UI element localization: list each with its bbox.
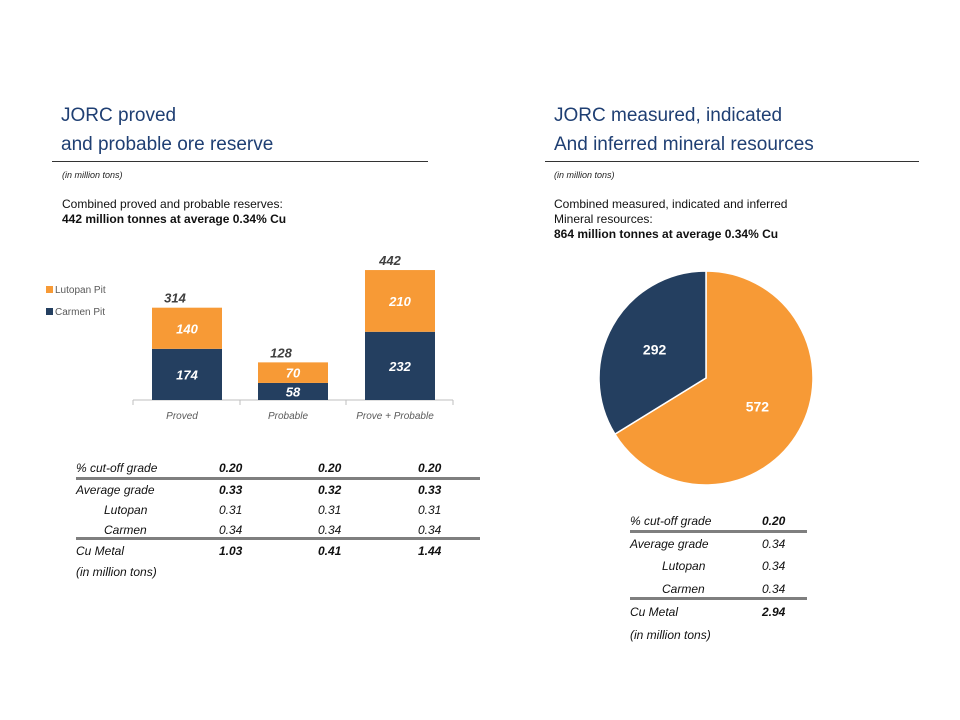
row-label: % cut-off grade xyxy=(76,461,158,475)
table-row: Cu Metal 2.94 xyxy=(630,602,820,622)
pie-slice-0 xyxy=(613,270,814,486)
data-label-carmen-1: 58 xyxy=(286,384,301,399)
data-label-carmen-2: 232 xyxy=(388,359,411,374)
right-unit-note: (in million tons) xyxy=(554,170,615,180)
legend-swatch-carmen xyxy=(46,308,53,315)
total-label-2: 442 xyxy=(378,253,401,268)
data-label-carmen-0: 174 xyxy=(176,367,198,382)
category-label-0: Proved xyxy=(166,411,198,422)
table-row: % cut-off grade 0.20 xyxy=(630,511,820,531)
table-row: % cut-off grade 0.20 0.20 0.20 xyxy=(76,458,486,478)
row-label: Carmen xyxy=(104,523,147,537)
table-row: Carmen 0.34 xyxy=(630,579,820,599)
right-title-rule xyxy=(545,161,919,162)
bar-lutopan-1 xyxy=(258,362,328,383)
table-separator xyxy=(630,530,807,533)
right-title-line1: JORC measured, indicated xyxy=(554,105,783,126)
row-value: 0.32 xyxy=(318,483,342,497)
right-grade-table: % cut-off grade 0.20 Average grade 0.34 Luto… xyxy=(630,511,820,651)
right-title-line2: And inferred mineral resources xyxy=(554,134,814,155)
row-value: 0.34 xyxy=(418,523,442,537)
pie-slice-1 xyxy=(598,270,707,436)
row-label: Cu Metal xyxy=(630,605,679,619)
row-value: 0.20 xyxy=(219,461,243,475)
left-title-line2: and probable ore reserve xyxy=(61,134,274,155)
left-title-rule xyxy=(52,161,428,162)
left-title: JORC proved and probable ore reserve xyxy=(61,101,273,159)
row-value: 0.31 xyxy=(418,503,442,517)
total-label-0: 314 xyxy=(164,291,186,306)
data-label-lutopan-0: 140 xyxy=(176,321,198,336)
left-description: Combined proved and probable reserves: 4… xyxy=(62,197,286,227)
table-separator xyxy=(76,477,480,480)
legend-label-carmen: Carmen Pit xyxy=(55,307,105,318)
bar-carmen-2 xyxy=(365,331,435,400)
row-label: % cut-off grade xyxy=(630,514,712,528)
row-value: 0.34 xyxy=(762,582,786,596)
left-title-line1: JORC proved xyxy=(61,105,177,126)
right-desc-line2: Mineral resources: xyxy=(554,212,653,226)
table-row: Average grade 0.34 xyxy=(630,534,820,554)
row-value: 1.44 xyxy=(418,544,442,558)
row-value: 0.20 xyxy=(318,461,342,475)
pie-chart: 572 292 xyxy=(598,270,814,486)
category-label-2: Prove + Probable xyxy=(356,411,434,422)
table-row: Cu Metal 1.03 0.41 1.44 xyxy=(76,541,486,561)
row-label: Average grade xyxy=(76,483,155,497)
row-label: (in million tons) xyxy=(76,565,157,579)
table-row: Lutopan 0.34 xyxy=(630,556,820,576)
row-value: 0.41 xyxy=(318,544,342,558)
row-label: Lutopan xyxy=(104,503,148,517)
total-label-1: 128 xyxy=(270,345,292,360)
table-separator xyxy=(630,597,807,600)
row-label: Carmen xyxy=(662,582,705,596)
data-label-lutopan-1: 70 xyxy=(286,366,301,381)
right-desc-line1: Combined measured, indicated and inferre… xyxy=(554,197,788,211)
row-value: 0.34 xyxy=(762,537,786,551)
row-value: 2.94 xyxy=(762,605,786,619)
left-unit-note: (in million tons) xyxy=(62,170,123,180)
row-value: 0.33 xyxy=(418,483,442,497)
row-value: 0.20 xyxy=(418,461,442,475)
row-value: 0.33 xyxy=(219,483,243,497)
table-separator xyxy=(76,537,480,540)
row-value: 0.34 xyxy=(762,559,786,573)
bar-carmen-0 xyxy=(152,348,222,400)
category-label-1: Probable xyxy=(268,411,308,422)
legend-label-lutopan: Lutopan Pit xyxy=(55,285,106,296)
row-label: Cu Metal xyxy=(76,544,125,558)
pie-label-0: 572 xyxy=(746,399,770,415)
bar-lutopan-2 xyxy=(365,270,435,332)
row-label: Average grade xyxy=(630,537,709,551)
right-title: JORC measured, indicated And inferred mi… xyxy=(554,101,814,159)
table-row: Lutopan 0.31 0.31 0.31 xyxy=(76,500,486,520)
right-description: Combined measured, indicated and inferre… xyxy=(554,197,787,242)
bar-carmen-1 xyxy=(258,382,328,400)
row-value: 0.31 xyxy=(318,503,342,517)
stacked-bar-chart: 174 140 314 Proved 58 70 128 Probable 232 210 442 P… xyxy=(46,253,454,422)
row-value: 0.34 xyxy=(219,523,243,537)
row-value: 1.03 xyxy=(219,544,243,558)
table-row: (in million tons) xyxy=(76,562,486,582)
left-desc-line2: 442 million tonnes at average 0.34% Cu xyxy=(62,212,287,226)
table-row: Average grade 0.33 0.32 0.33 xyxy=(76,480,486,500)
left-desc-line1: Combined proved and probable reserves: xyxy=(62,197,283,211)
row-value: 0.34 xyxy=(318,523,342,537)
bar-lutopan-0 xyxy=(152,307,222,349)
table-row: Carmen 0.34 0.34 0.34 xyxy=(76,520,486,540)
legend-swatch-lutopan xyxy=(46,286,53,293)
left-grade-table: % cut-off grade 0.20 0.20 0.20 Average grade… xyxy=(76,458,486,588)
table-row: (in million tons) xyxy=(630,625,820,645)
row-label: Lutopan xyxy=(662,559,706,573)
row-label: (in million tons) xyxy=(630,628,711,642)
data-label-lutopan-2: 210 xyxy=(388,294,411,309)
row-value: 0.20 xyxy=(762,514,786,528)
pie-label-1: 292 xyxy=(643,341,667,357)
right-desc-line3: 864 million tonnes at average 0.34% Cu xyxy=(554,227,779,241)
row-value: 0.31 xyxy=(219,503,243,517)
